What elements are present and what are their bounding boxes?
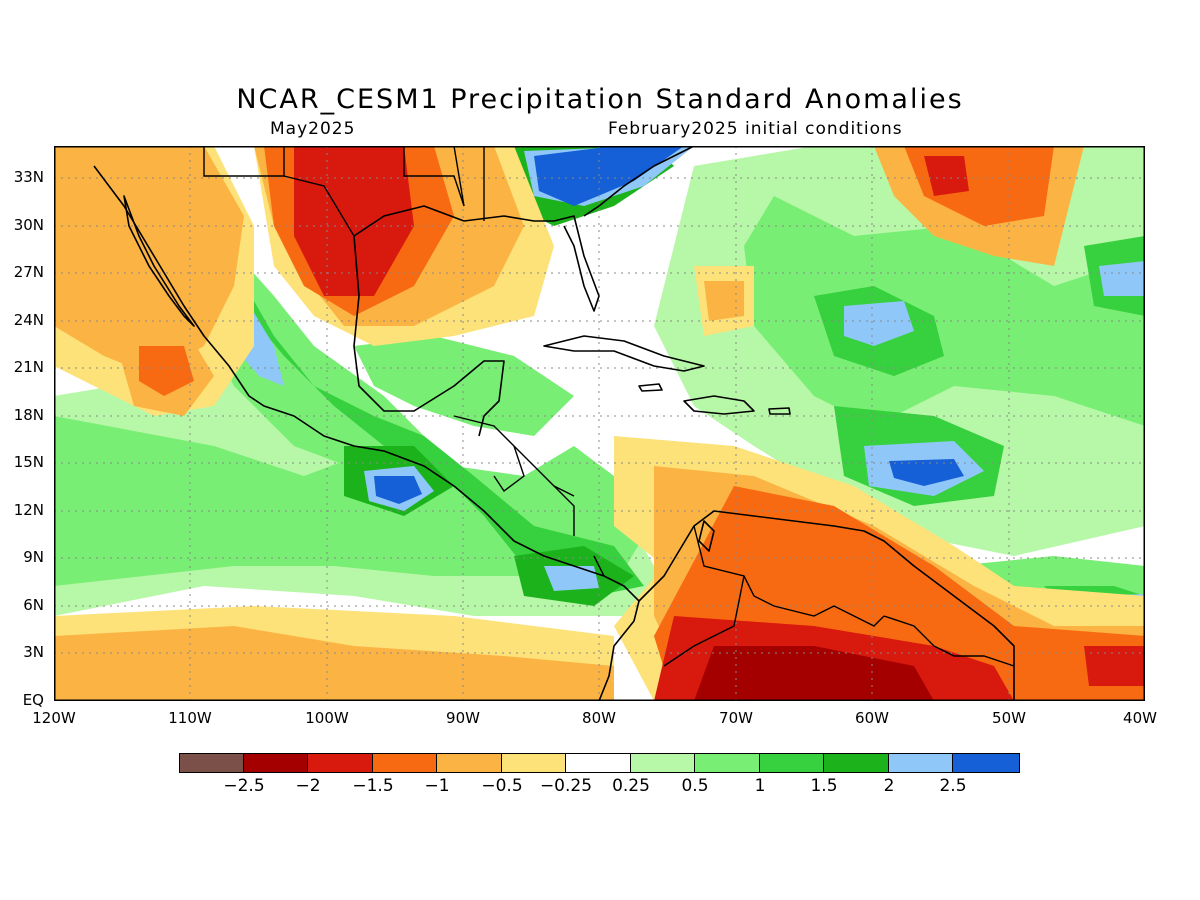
region-pacific-dark-blue xyxy=(374,476,422,504)
colorbar-cell xyxy=(630,753,695,773)
map-frame xyxy=(54,146,1145,701)
lat-label-3n: 3N xyxy=(23,643,44,661)
region-pacific-green xyxy=(54,416,644,586)
colorbar-label: 2.5 xyxy=(939,776,967,796)
colorbar-cell xyxy=(372,753,437,773)
colorbar-cell xyxy=(694,753,760,773)
lon-label-40w: 40W xyxy=(1123,709,1157,727)
lat-label-6n: 6N xyxy=(23,596,44,614)
lat-label-9n: 9N xyxy=(23,548,44,566)
colorbar-cell xyxy=(565,753,631,773)
region-atlantic-dark-blue-b xyxy=(889,459,964,486)
map-panel xyxy=(54,146,1145,701)
lat-label-18n: 18N xyxy=(13,406,44,424)
colorbar xyxy=(179,753,1020,775)
map-title: NCAR_CESM1 Precipitation Standard Anomal… xyxy=(236,84,964,115)
lon-label-100w: 100W xyxy=(305,709,349,727)
lon-label-50w: 50W xyxy=(992,709,1026,727)
lat-label-eq: EQ xyxy=(22,691,44,709)
colorbar-label: 2 xyxy=(883,776,895,796)
colorbar-label: 0.5 xyxy=(681,776,709,796)
anomaly-map xyxy=(54,146,1145,701)
region-north-pacific-orange xyxy=(54,146,244,376)
region-atlantic-blue-a xyxy=(844,301,914,346)
region-bahamas-orange xyxy=(704,281,744,321)
lon-label-90w: 90W xyxy=(446,709,480,727)
colorbar-cell xyxy=(759,753,824,773)
lat-label-12n: 12N xyxy=(13,501,44,519)
colorbar-label: −2 xyxy=(295,776,321,796)
region-panama-blue xyxy=(544,566,599,591)
colorbar-label: −1.5 xyxy=(352,776,394,796)
lat-label-33n: 33N xyxy=(13,168,44,186)
region-caribbean-green xyxy=(354,336,574,436)
colorbar-label: 1 xyxy=(754,776,766,796)
region-east-atlantic-red xyxy=(1084,646,1145,686)
region-pacific-orange-core xyxy=(139,346,194,396)
lat-label-24n: 24N xyxy=(13,311,44,329)
lon-label-120w: 120W xyxy=(32,709,76,727)
political-boundaries xyxy=(203,146,1015,667)
colorbar-cell xyxy=(823,753,889,773)
lat-label-15n: 15N xyxy=(13,453,44,471)
colorbar-cell xyxy=(243,753,308,773)
region-atlantic-blue-c xyxy=(1099,261,1145,296)
valid-month: May2025 xyxy=(270,119,356,139)
lat-label-21n: 21N xyxy=(13,358,44,376)
init-conditions: February2025 initial conditions xyxy=(608,119,903,139)
colorbar-cell xyxy=(307,753,373,773)
colorbar-cell xyxy=(952,753,1020,773)
graticule xyxy=(54,146,1145,701)
colorbar-label: −2.5 xyxy=(223,776,265,796)
region-south-america-darkred xyxy=(694,646,934,701)
colorbar-label: −0.5 xyxy=(481,776,523,796)
lon-label-60w: 60W xyxy=(855,709,889,727)
region-florida-dark-blue xyxy=(534,146,684,206)
colorbar-label: 0.25 xyxy=(612,776,650,796)
colorbar-cell xyxy=(179,753,244,773)
coastlines xyxy=(93,146,1015,701)
colorbar-label: −0.25 xyxy=(539,776,593,796)
region-equator-pacific-orange xyxy=(54,626,614,701)
lon-label-70w: 70W xyxy=(719,709,753,727)
region-texas-red xyxy=(294,146,414,296)
colorbar-cell xyxy=(501,753,566,773)
region-atlantic-green xyxy=(744,196,1145,426)
lon-label-80w: 80W xyxy=(582,709,616,727)
lat-label-27n: 27N xyxy=(13,263,44,281)
colorbar-label: −1 xyxy=(424,776,450,796)
region-atlantic-north-core xyxy=(924,156,969,196)
colorbar-cell xyxy=(888,753,953,773)
colorbar-label: 1.5 xyxy=(810,776,838,796)
lon-label-110w: 110W xyxy=(168,709,212,727)
lat-label-30n: 30N xyxy=(13,216,44,234)
colorbar-cell xyxy=(436,753,502,773)
